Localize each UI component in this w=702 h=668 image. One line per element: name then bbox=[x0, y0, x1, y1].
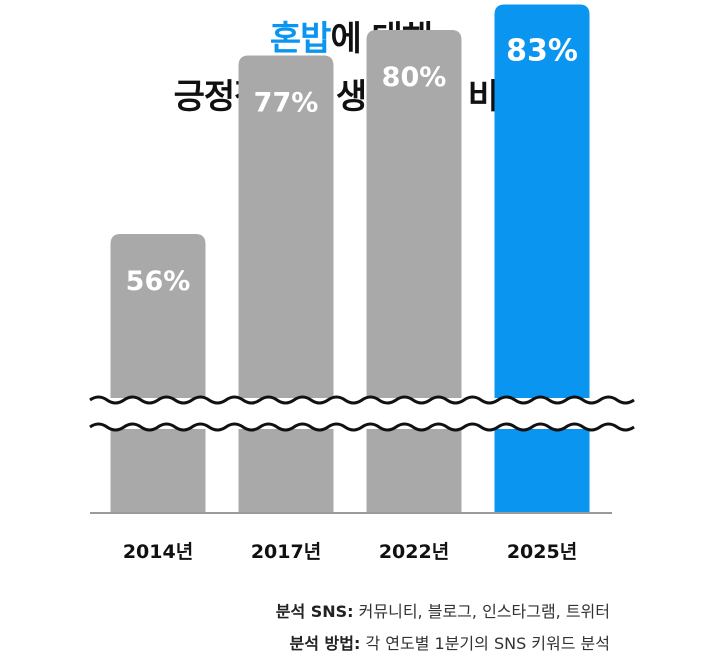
axis-break-wave-top bbox=[89, 395, 635, 405]
category-label-2025년: 2025년 bbox=[507, 541, 577, 563]
bar-chart: 56% 2014년 77% 2017년 80% 2022년 83% 2025년 bbox=[89, 4, 635, 563]
footnote-method-label: 분석 방법: bbox=[289, 634, 361, 653]
category-label-2017년: 2017년 bbox=[251, 541, 321, 563]
category-label-2014년: 2014년 bbox=[123, 541, 193, 563]
axis-break-wave-bottom bbox=[89, 422, 635, 432]
footnote-method: 분석 방법: 각 연도별 1분기의 SNS 키워드 분석 bbox=[276, 628, 610, 660]
footnote-sns: 분석 SNS: 커뮤니티, 블로그, 인스타그램, 트위터 bbox=[276, 596, 610, 628]
footnote-sns-label: 분석 SNS: bbox=[275, 602, 354, 621]
bar-2022년 bbox=[366, 30, 462, 512]
bar-2017년 bbox=[238, 55, 334, 512]
footnote-sns-value: 커뮤니티, 블로그, 인스타그램, 트위터 bbox=[353, 602, 610, 621]
value-label-2017년: 77% bbox=[254, 88, 319, 119]
footnote-method-value: 각 연도별 1분기의 SNS 키워드 분석 bbox=[360, 634, 610, 653]
footnotes: 분석 SNS: 커뮤니티, 블로그, 인스타그램, 트위터 분석 방법: 각 연… bbox=[276, 596, 610, 660]
bar-2025년 bbox=[494, 4, 590, 512]
title-highlight: 혼밥 bbox=[269, 19, 332, 59]
value-label-2022년: 80% bbox=[382, 62, 447, 93]
bar-2014년 bbox=[110, 234, 206, 512]
category-label-2022년: 2022년 bbox=[379, 541, 449, 563]
value-label-2025년: 83% bbox=[506, 34, 578, 69]
value-label-2014년: 56% bbox=[126, 266, 191, 297]
chart-title-line2: 긍정적으로 생각하는 비율 bbox=[173, 77, 530, 117]
